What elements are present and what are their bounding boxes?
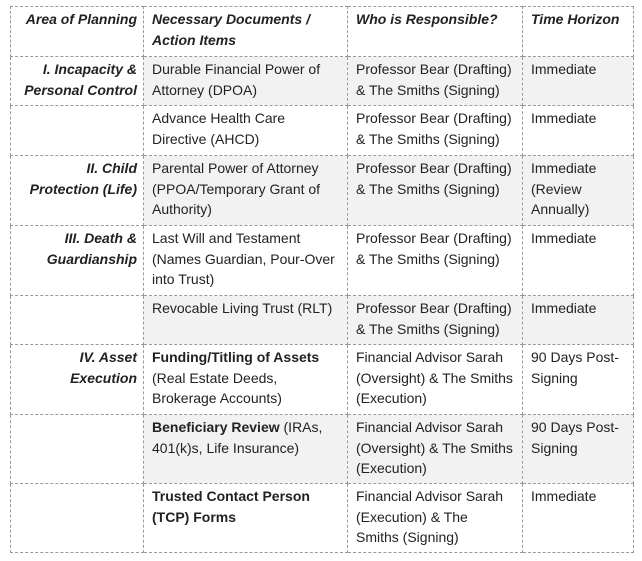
responsible-cell: Professor Bear (Drafting) & The Smiths (…	[347, 56, 523, 106]
document-title: Trusted Contact Person (TCP) Forms	[152, 488, 310, 525]
table-row: III. Death & Guardianship Last Will and T…	[10, 225, 634, 296]
time-cell: 90 Days Post-Signing	[522, 414, 634, 484]
column-header: Area of Planning	[10, 6, 144, 57]
table-row: II. Child Protection (Life) Parental Powe…	[10, 155, 634, 226]
document-text: (Real Estate Deeds, Brokerage Accounts)	[152, 369, 282, 407]
document-text: Advance Health Care Directive (AHCD)	[152, 110, 286, 147]
column-header: Necessary Documents / Action Items	[143, 6, 348, 57]
responsible-text: Financial Advisor Sarah (Oversight) & Th…	[356, 349, 513, 406]
time-cell: 90 Days Post-Signing	[522, 344, 634, 415]
time-text: 90 Days Post-Signing	[531, 419, 619, 456]
document-text: Durable Financial Power of Attorney (DPO…	[152, 61, 321, 98]
table-row: Advance Health Care Directive (AHCD) Prof…	[10, 105, 634, 156]
document-cell: Last Will and Testament (Names Guardian,…	[143, 225, 348, 296]
table-row: Beneficiary Review (IRAs, 401(k)s, Life …	[10, 414, 634, 484]
column-header: Time Horizon	[522, 6, 634, 57]
responsible-cell: Professor Bear (Drafting) & The Smiths (…	[347, 225, 523, 296]
responsible-cell: Financial Advisor Sarah (Execution) & Th…	[347, 483, 523, 553]
time-cell: Immediate	[522, 295, 634, 345]
time-text: Immediate	[531, 110, 597, 126]
document-cell: Revocable Living Trust (RLT)	[143, 295, 348, 345]
document-title: Funding/Titling of Assets	[152, 349, 320, 365]
document-text: Last Will and Testament (Names Guardian,…	[152, 230, 335, 287]
document-cell: Beneficiary Review (IRAs, 401(k)s, Life …	[143, 414, 348, 484]
time-text: 90 Days Post-Signing	[531, 349, 619, 386]
header-row: Area of Planning Necessary Documents / Ac…	[10, 6, 634, 57]
document-text: (IRAs, 401(k)s, Life Insurance)	[152, 419, 323, 456]
area-cell: I. Incapacity & Personal Control	[10, 56, 144, 106]
table-row: Revocable Living Trust (RLT) Professor Be…	[10, 295, 634, 345]
area-label: II. Child Protection (Life)	[29, 160, 137, 197]
document-cell: Trusted Contact Person (TCP) Forms	[143, 483, 348, 553]
document-cell: Advance Health Care Directive (AHCD)	[143, 105, 348, 156]
responsible-text: Professor Bear (Drafting) & The Smiths (…	[356, 300, 512, 337]
document-cell: Parental Power of Attorney (PPOA/Tempora…	[143, 155, 348, 226]
responsible-text: Financial Advisor Sarah (Oversight) & Th…	[356, 419, 513, 476]
time-text: Immediate	[531, 300, 597, 316]
time-cell: Immediate	[522, 105, 634, 156]
time-text: Immediate	[531, 230, 597, 246]
planning-table: Area of Planning Necessary Documents / Ac…	[10, 6, 634, 553]
time-text: Immediate	[531, 488, 597, 504]
area-cell	[10, 483, 144, 553]
table-body: I. Incapacity & Personal Control Durable …	[10, 56, 634, 553]
area-cell: III. Death & Guardianship	[10, 225, 144, 296]
table-row: IV. Asset Execution Funding/Titling of As…	[10, 344, 634, 415]
responsible-cell: Professor Bear (Drafting) & The Smiths (…	[347, 155, 523, 226]
responsible-text: Professor Bear (Drafting) & The Smiths (…	[356, 230, 512, 267]
responsible-cell: Professor Bear (Drafting) & The Smiths (…	[347, 295, 523, 345]
column-header: Who is Responsible?	[347, 6, 523, 57]
table-row: I. Incapacity & Personal Control Durable …	[10, 56, 634, 106]
responsible-cell: Professor Bear (Drafting) & The Smiths (…	[347, 105, 523, 156]
responsible-text: Professor Bear (Drafting) & The Smiths (…	[356, 110, 512, 147]
time-cell: Immediate	[522, 56, 634, 106]
responsible-text: Professor Bear (Drafting) & The Smiths (…	[356, 61, 512, 98]
time-cell: Immediate (Review Annually)	[522, 155, 634, 226]
area-label: IV. Asset Execution	[70, 349, 137, 386]
area-cell: IV. Asset Execution	[10, 344, 144, 415]
document-text: Revocable Living Trust (RLT)	[152, 300, 333, 316]
time-cell: Immediate	[522, 225, 634, 296]
time-cell: Immediate	[522, 483, 634, 553]
area-cell	[10, 105, 144, 156]
area-label: I. Incapacity & Personal Control	[24, 61, 137, 98]
responsible-cell: Financial Advisor Sarah (Oversight) & Th…	[347, 414, 523, 484]
area-cell	[10, 414, 144, 484]
responsible-cell: Financial Advisor Sarah (Oversight) & Th…	[347, 344, 523, 415]
table-row: Trusted Contact Person (TCP) Forms Financ…	[10, 483, 634, 553]
document-cell: Funding/Titling of Assets (Real Estate D…	[143, 344, 348, 415]
document-cell: Durable Financial Power of Attorney (DPO…	[143, 56, 348, 106]
time-text: Immediate (Review Annually)	[531, 160, 597, 217]
responsible-text: Financial Advisor Sarah (Execution) & Th…	[356, 488, 504, 545]
time-text: Immediate	[531, 61, 597, 77]
document-title: Beneficiary Review	[152, 419, 280, 435]
area-label: III. Death & Guardianship	[46, 230, 137, 267]
area-cell: II. Child Protection (Life)	[10, 155, 144, 226]
responsible-text: Professor Bear (Drafting) & The Smiths (…	[356, 160, 512, 197]
document-text: Parental Power of Attorney (PPOA/Tempora…	[152, 160, 321, 217]
area-cell	[10, 295, 144, 345]
